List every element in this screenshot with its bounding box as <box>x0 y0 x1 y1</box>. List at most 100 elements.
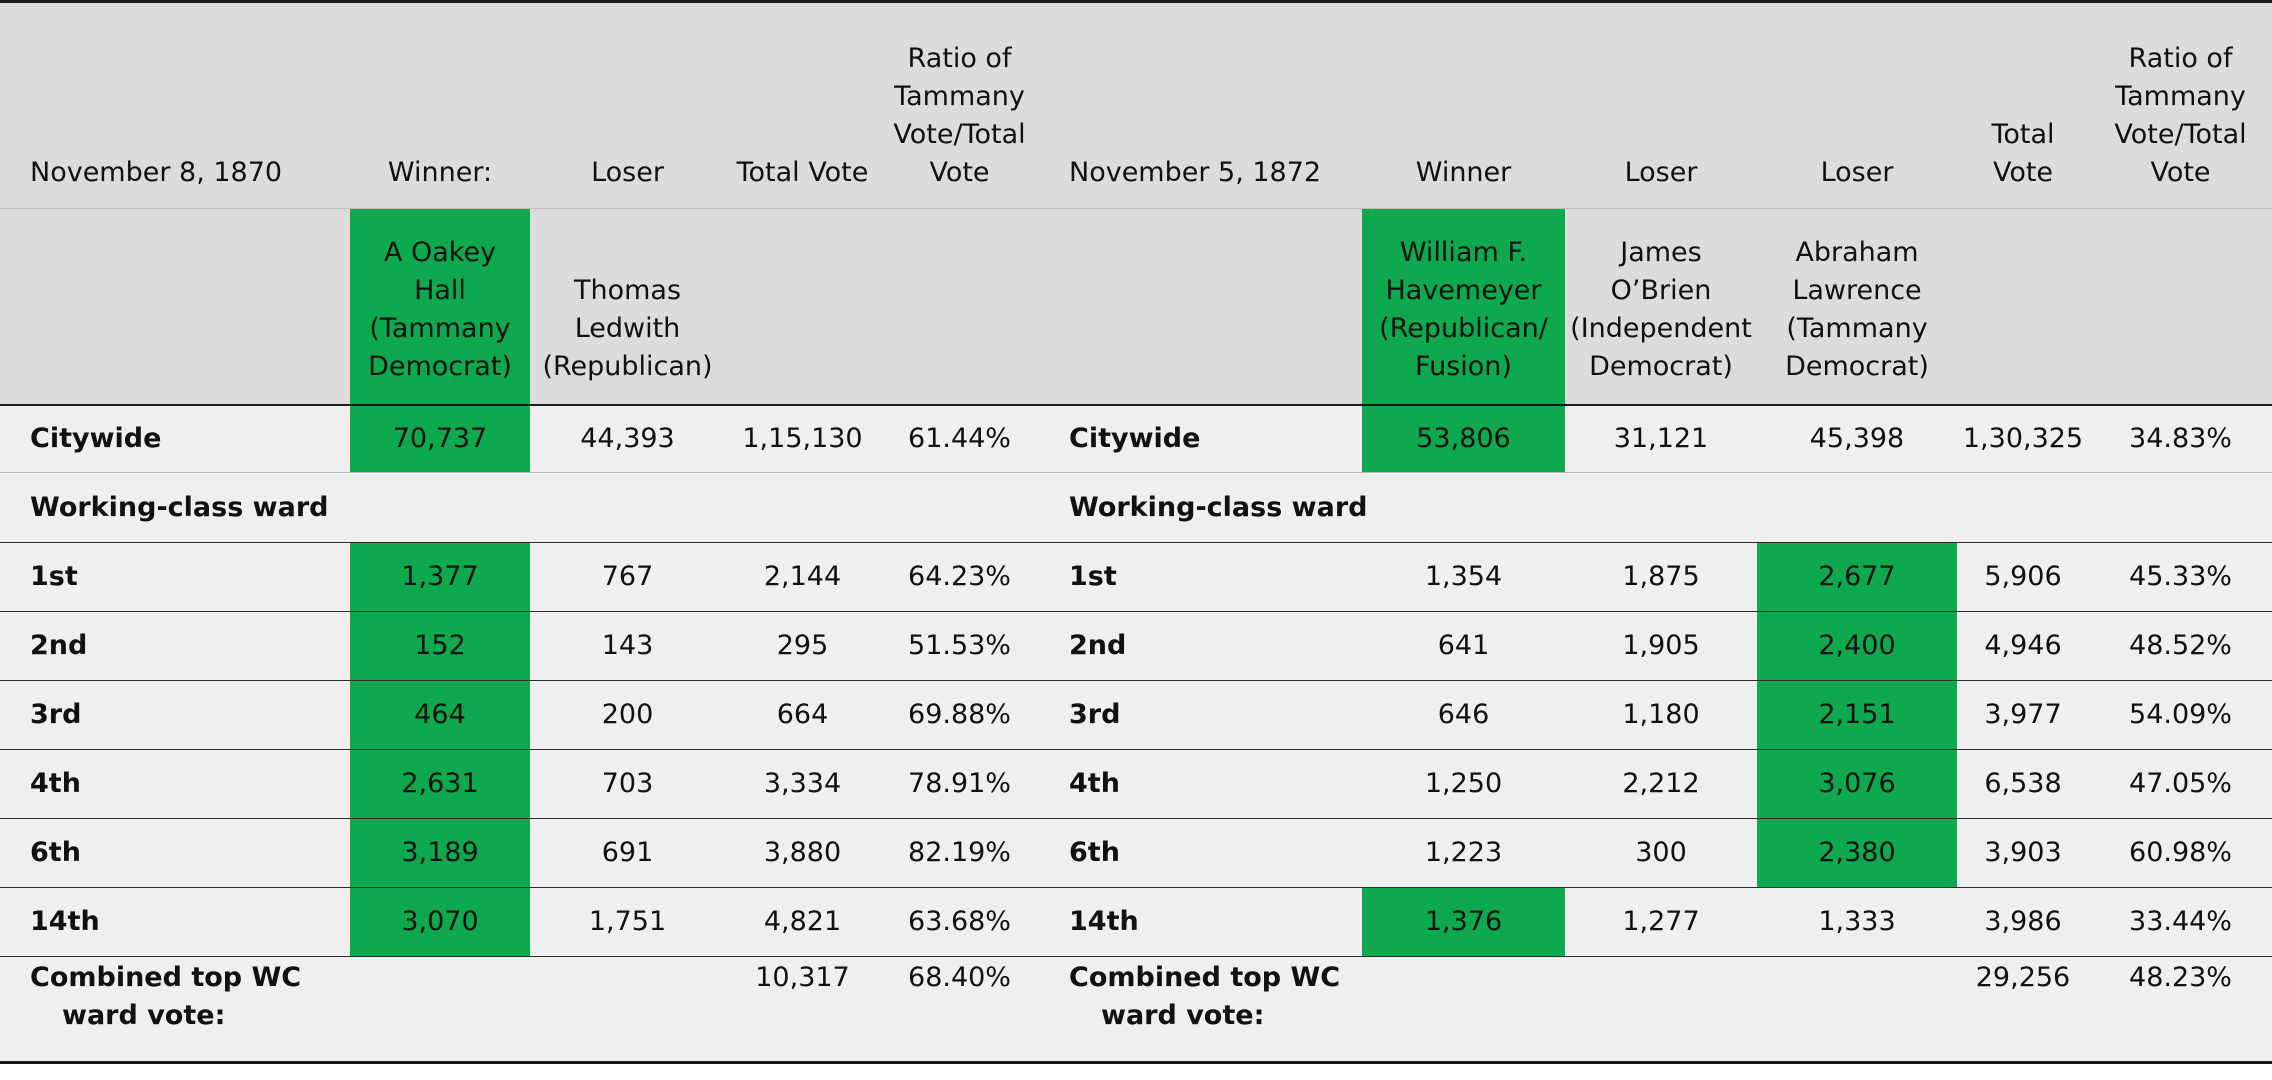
combined-ratio-1870: 68.40% <box>880 956 1039 1064</box>
ward-hall: 152 <box>350 611 530 681</box>
combined-ratio-1872: 48.23% <box>2089 956 2272 1064</box>
header-loser-1870: Loser <box>530 1 725 209</box>
ward-ratio-1872: 33.44% <box>2089 887 2272 957</box>
citywide-ratio-1870: 61.44% <box>880 403 1039 473</box>
combined-label-1870-line2: ward vote: <box>62 1000 226 1031</box>
ward-label-1872: 6th <box>1039 818 1362 888</box>
ward-ratio-1872: 47.05% <box>2089 749 2272 819</box>
ward-total-1870: 295 <box>725 611 880 681</box>
ward-total-1870: 3,880 <box>725 818 880 888</box>
citywide-total-1870: 1,15,130 <box>725 403 880 473</box>
ward-ratio-1870: 69.88% <box>880 680 1039 750</box>
ward-ratio-1870: 78.91% <box>880 749 1039 819</box>
ward-total-1870: 4,821 <box>725 887 880 957</box>
header-row: November 8, 1870 Winner: Loser Total Vot… <box>0 1 2272 209</box>
ward-label-1872: 3rd <box>1039 680 1362 750</box>
combined-empty-cell <box>1362 956 1565 1064</box>
candidate-hall: A Oakey Hall (Tammany Democrat) <box>350 208 530 405</box>
ward-label: 14th <box>0 887 350 957</box>
ward-lawrence: 1,333 <box>1757 887 1957 957</box>
ward-obrien: 1,180 <box>1565 680 1757 750</box>
ward-row: 6th 3,189 691 3,880 82.19% 6th 1,223 300… <box>0 818 2272 888</box>
candidate-ledwith: Thomas Ledwith (Republican) <box>530 208 725 405</box>
ward-hall: 3,189 <box>350 818 530 888</box>
ward-total-1872: 3,986 <box>1957 887 2089 957</box>
combined-empty-cell <box>350 956 530 1064</box>
header-loser1-1872: Loser <box>1565 1 1757 209</box>
ward-havemeyer: 646 <box>1362 680 1565 750</box>
ward-havemeyer: 1,250 <box>1362 749 1565 819</box>
ward-ratio-1872: 54.09% <box>2089 680 2272 750</box>
citywide-ratio-1872: 34.83% <box>2089 403 2272 473</box>
ward-ledwith: 200 <box>530 680 725 750</box>
ward-total-1872: 3,977 <box>1957 680 2089 750</box>
ward-ratio-1872: 60.98% <box>2089 818 2272 888</box>
ward-total-1870: 3,334 <box>725 749 880 819</box>
combined-row: Combined top WC ward vote: 10,317 68.40%… <box>0 956 2272 1064</box>
citywide-label-1870: Citywide <box>0 403 350 473</box>
candidate-empty-cell <box>1039 208 1362 405</box>
ward-ratio-1872: 45.33% <box>2089 542 2272 612</box>
citywide-obrien: 31,121 <box>1565 403 1757 473</box>
citywide-ledwith: 44,393 <box>530 403 725 473</box>
ward-obrien: 1,905 <box>1565 611 1757 681</box>
candidate-empty-cell <box>880 208 1039 405</box>
ward-row: 14th 3,070 1,751 4,821 63.68% 14th 1,376… <box>0 887 2272 957</box>
ward-lawrence: 3,076 <box>1757 749 1957 819</box>
ward-ledwith: 703 <box>530 749 725 819</box>
combined-total-1872: 29,256 <box>1957 956 2089 1064</box>
citywide-hall: 70,737 <box>350 403 530 473</box>
ward-havemeyer: 1,354 <box>1362 542 1565 612</box>
ward-obrien: 1,875 <box>1565 542 1757 612</box>
combined-label-1870-line1: Combined top WC <box>30 962 302 993</box>
ward-havemeyer: 1,376 <box>1362 887 1565 957</box>
citywide-total-1872: 1,30,325 <box>1957 403 2089 473</box>
ward-total-1872: 6,538 <box>1957 749 2089 819</box>
ward-havemeyer: 1,223 <box>1362 818 1565 888</box>
citywide-havemeyer: 53,806 <box>1362 403 1565 473</box>
ward-lawrence: 2,380 <box>1757 818 1957 888</box>
ward-row: 3rd 464 200 664 69.88% 3rd 646 1,180 2,1… <box>0 680 2272 750</box>
combined-total-1870: 10,317 <box>725 956 880 1064</box>
candidate-empty-cell <box>725 208 880 405</box>
ward-ratio-1870: 82.19% <box>880 818 1039 888</box>
section-label-1870: Working-class ward <box>0 472 1039 543</box>
ward-label-1872: 1st <box>1039 542 1362 612</box>
ward-lawrence: 2,151 <box>1757 680 1957 750</box>
ward-row: 1st 1,377 767 2,144 64.23% 1st 1,354 1,8… <box>0 542 2272 612</box>
ward-ratio-1870: 63.68% <box>880 887 1039 957</box>
ward-obrien: 300 <box>1565 818 1757 888</box>
ward-label-1872: 2nd <box>1039 611 1362 681</box>
ward-hall: 1,377 <box>350 542 530 612</box>
candidate-lawrence: Abraham Lawrence (Tammany Democrat) <box>1757 208 1957 405</box>
ward-label-1872: 4th <box>1039 749 1362 819</box>
ward-ledwith: 1,751 <box>530 887 725 957</box>
ward-total-1872: 3,903 <box>1957 818 2089 888</box>
ward-havemeyer: 641 <box>1362 611 1565 681</box>
ward-hall: 3,070 <box>350 887 530 957</box>
candidate-empty-cell <box>2089 208 2272 405</box>
ward-row: 2nd 152 143 295 51.53% 2nd 641 1,905 2,4… <box>0 611 2272 681</box>
ward-hall: 2,631 <box>350 749 530 819</box>
citywide-lawrence: 45,398 <box>1757 403 1957 473</box>
ward-label: 3rd <box>0 680 350 750</box>
candidate-empty-cell <box>0 208 350 405</box>
ward-ledwith: 767 <box>530 542 725 612</box>
header-ratio-1872: Ratio of Tammany Vote/Total Vote <box>2089 1 2272 209</box>
candidate-row: A Oakey Hall (Tammany Democrat) Thomas L… <box>0 208 2272 405</box>
combined-empty-cell <box>1757 956 1957 1064</box>
ward-total-1870: 2,144 <box>725 542 880 612</box>
ward-lawrence: 2,677 <box>1757 542 1957 612</box>
ward-ledwith: 143 <box>530 611 725 681</box>
candidate-havemeyer: William F. Havemeyer (Republican/ Fusion… <box>1362 208 1565 405</box>
header-date-1870: November 8, 1870 <box>0 1 350 209</box>
header-loser2-1872: Loser <box>1757 1 1957 209</box>
ward-obrien: 2,212 <box>1565 749 1757 819</box>
combined-label-1872-line1: Combined top WC <box>1069 962 1341 993</box>
header-winner-1872: Winner <box>1362 1 1565 209</box>
ward-ledwith: 691 <box>530 818 725 888</box>
ward-ratio-1870: 51.53% <box>880 611 1039 681</box>
section-row: Working-class ward Working-class ward <box>0 472 2272 543</box>
